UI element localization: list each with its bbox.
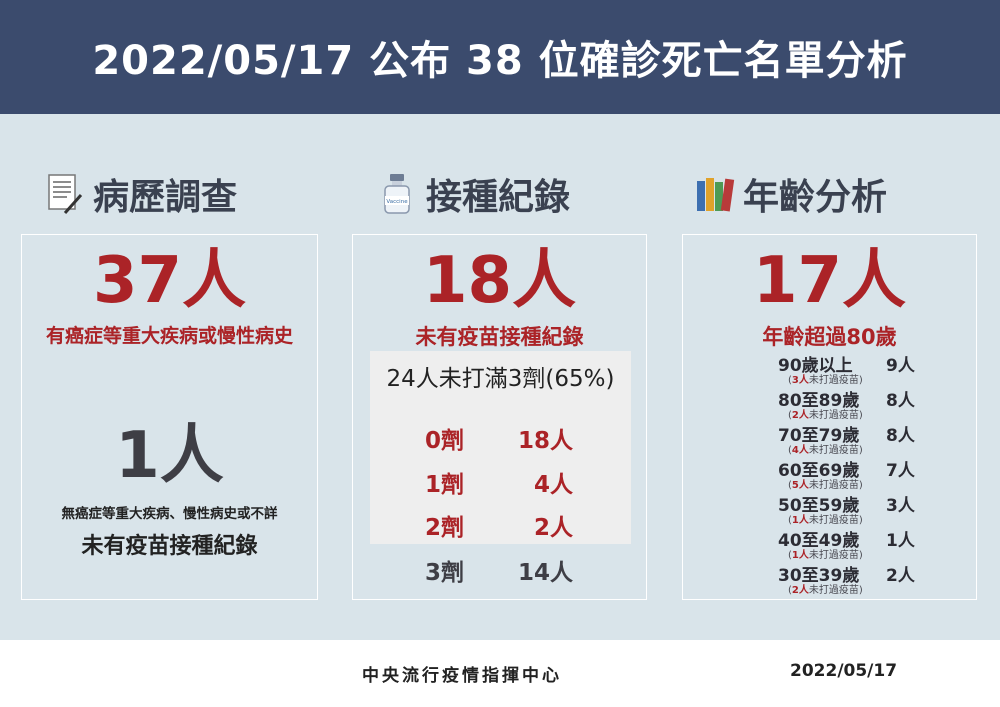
dose-count: 18人 <box>517 428 573 454</box>
vaccine-vial-icon: Vaccine <box>378 173 418 215</box>
vaccine-title: 接種紀錄 <box>426 177 571 218</box>
age-row-count: 8人 <box>886 426 915 446</box>
age-row: 90歲以上 9人 (3人未打過疫苗) <box>683 351 976 387</box>
age-range: 40至49歲 <box>778 531 860 551</box>
document-pen-icon <box>45 173 85 215</box>
age-row-count: 8人 <box>886 391 915 411</box>
unvaccinated-count: 5人 <box>791 480 809 491</box>
age-range: 80至89歲 <box>778 391 860 411</box>
history-count-minor: 1人 <box>115 419 224 493</box>
dose-count: 4人 <box>533 472 573 498</box>
unvaccinated-text: 未打過疫苗 <box>808 515 859 526</box>
age-section-header: 年齡分析 <box>695 168 887 220</box>
dose-label: 3劑 <box>425 560 465 586</box>
footer-date: 2022/05/17 <box>790 661 898 681</box>
age-panel: 17人 年齡超過80歲 90歲以上 9人 (3人未打過疫苗) 80至89歲 8人… <box>682 234 977 600</box>
history-desc-major: 有癌症等重大疾病或慢性病史 <box>45 325 293 347</box>
header-banner: 2022/05/17 公布 38 位確診死亡名單分析 <box>0 0 1000 114</box>
unvaccinated-count: 1人 <box>791 515 809 526</box>
dose-label: 0劑 <box>425 428 465 454</box>
age-row-note: (2人未打過疫苗) <box>788 410 863 421</box>
unvaccinated-count: 2人 <box>791 585 809 596</box>
history-section-header: 病歷調查 <box>45 168 237 220</box>
vaccine-section-header: Vaccine 接種紀錄 <box>378 168 570 220</box>
age-row-note: (5人未打過疫苗) <box>788 480 863 491</box>
dose-label: 1劑 <box>425 472 465 498</box>
age-row-note: (4人未打過疫苗) <box>788 445 863 456</box>
age-row-note: (1人未打過疫苗) <box>788 515 863 526</box>
age-row: 40至49歲 1人 (1人未打過疫苗) <box>683 526 976 562</box>
page-title: 2022/05/17 公布 38 位確診死亡名單分析 <box>92 38 908 84</box>
dose-box: 24人未打滿3劑(65%) <box>370 351 631 544</box>
unvaccinated-text: 未打過疫苗 <box>808 550 859 561</box>
age-row: 60至69歲 7人 (5人未打過疫苗) <box>683 456 976 492</box>
age-range: 70至79歲 <box>778 426 860 446</box>
age-row: 80至89歲 8人 (2人未打過疫苗) <box>683 386 976 422</box>
vaccine-count: 18人 <box>422 244 577 318</box>
history-panel: 37人 有癌症等重大疾病或慢性病史 1人 無癌症等重大疾病、慢性病史或不詳 未有… <box>21 234 318 600</box>
unvaccinated-text: 未打過疫苗 <box>808 410 859 421</box>
unvaccinated-text: 未打過疫苗 <box>808 480 859 491</box>
age-row: 30至39歲 2人 (2人未打過疫苗) <box>683 561 976 597</box>
age-row-count: 9人 <box>886 356 915 376</box>
age-row-count: 7人 <box>886 461 915 481</box>
age-range: 60至69歲 <box>778 461 860 481</box>
unvaccinated-count: 2人 <box>791 410 809 421</box>
age-row-note: (1人未打過疫苗) <box>788 550 863 561</box>
age-title: 年齡分析 <box>743 177 888 218</box>
unvaccinated-text: 未打過疫苗 <box>808 375 859 386</box>
age-desc: 年齡超過80歲 <box>762 325 897 349</box>
age-row-count: 2人 <box>886 566 915 586</box>
dose-count: 14人 <box>517 560 573 586</box>
age-row-note: (3人未打過疫苗) <box>788 375 863 386</box>
age-row: 50至59歲 3人 (1人未打過疫苗) <box>683 491 976 527</box>
vaccine-panel: 18人 未有疫苗接種紀錄 24人未打滿3劑(65%) 0劑 18人 1劑 4人 … <box>352 234 647 600</box>
dose-count: 2人 <box>533 515 573 541</box>
unvaccinated-count: 3人 <box>791 375 809 386</box>
age-row-count: 3人 <box>886 496 915 516</box>
age-row-count: 1人 <box>886 531 915 551</box>
history-count-major: 37人 <box>92 244 247 318</box>
age-row: 70至79歲 8人 (4人未打過疫苗) <box>683 421 976 457</box>
unvaccinated-count: 4人 <box>791 445 809 456</box>
footer-organization: 中央流行疫情指揮中心 <box>362 666 562 686</box>
dose-label: 2劑 <box>425 515 465 541</box>
incomplete-dose-summary: 24人未打滿3劑(65%) <box>386 366 615 392</box>
history-title: 病歷調查 <box>93 177 238 218</box>
age-range: 90歲以上 <box>778 356 853 376</box>
age-row-note: (2人未打過疫苗) <box>788 585 863 596</box>
vial-label: Vaccine <box>386 199 408 205</box>
vaccine-desc: 未有疫苗接種紀錄 <box>415 325 584 349</box>
age-range: 30至39歲 <box>778 566 860 586</box>
age-count: 17人 <box>752 244 907 318</box>
age-range: 50至59歲 <box>778 496 860 516</box>
history-desc-no-vaccine: 未有疫苗接種紀錄 <box>81 534 258 559</box>
history-desc-minor: 無癌症等重大疾病、慢性病史或不詳 <box>61 506 278 522</box>
books-icon <box>695 173 735 215</box>
unvaccinated-text: 未打過疫苗 <box>808 445 859 456</box>
unvaccinated-text: 未打過疫苗 <box>808 585 859 596</box>
unvaccinated-count: 1人 <box>791 550 809 561</box>
